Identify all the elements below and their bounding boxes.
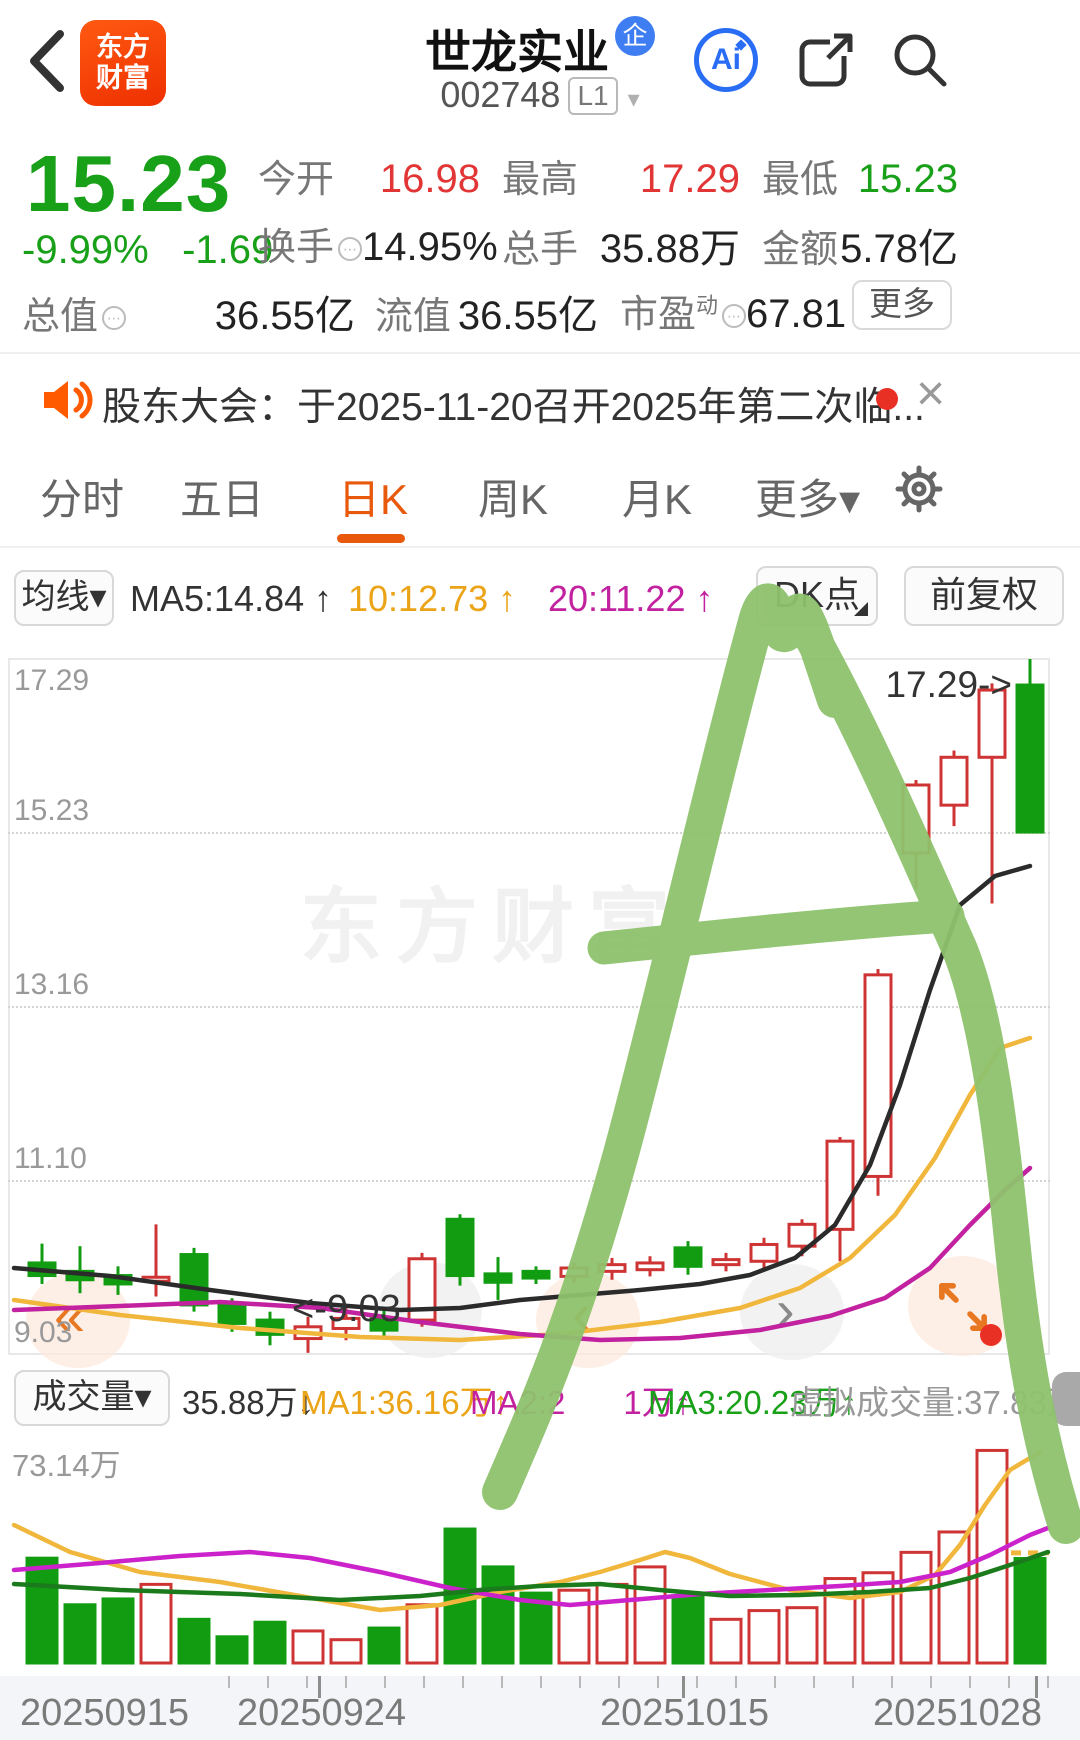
stat-value: 16.98	[379, 157, 480, 201]
info-icon: ⋯	[102, 306, 127, 330]
close-icon[interactable]: ×	[916, 365, 946, 421]
y-axis-label: 15.23	[14, 794, 90, 827]
stat-total-hands: 总手 35.88万	[502, 216, 740, 274]
info-icon: ⋯	[722, 304, 747, 328]
scroll-fast-back-icon[interactable]: «	[54, 1284, 86, 1347]
stat-value: 36.55亿	[457, 294, 598, 338]
stock-code: 002748	[440, 74, 561, 115]
enterprise-badge[interactable]: 企	[615, 16, 655, 56]
stock-title: 世龙实业	[425, 26, 609, 78]
stat-value: 67.81	[746, 292, 847, 336]
stat-float-cap: 流值 36.55亿	[375, 283, 598, 341]
y-axis-label: 17.29	[14, 664, 90, 697]
stock-code-line[interactable]: 002748 L1 ▾	[0, 74, 1080, 116]
ai-assistant-icon[interactable]: Ai	[694, 28, 758, 92]
gear-icon[interactable]	[890, 460, 948, 518]
announcement-text: 股东大会：于2025-11-20召开2025年第二次临...	[102, 386, 925, 429]
info-icon: ⋯	[338, 237, 363, 261]
speaker-icon	[44, 381, 93, 419]
stat-label: 最低	[762, 159, 839, 201]
change-value: -1.69	[182, 228, 274, 272]
logo-text-bottom: 财富	[96, 63, 150, 93]
stat-turnover[interactable]: 换手 ⋯ 14.95%	[258, 216, 498, 274]
price-change: -9.99% -1.69	[22, 228, 273, 273]
chevron-down-icon: ▾	[627, 86, 640, 113]
volume-selector-button[interactable]: 成交量▾	[14, 1370, 170, 1426]
stat-value: 14.95%	[362, 225, 498, 269]
stat-label: 金额	[762, 229, 839, 271]
change-percent: -9.99%	[22, 228, 149, 272]
active-tab-underline	[337, 534, 405, 543]
stat-value: 36.55亿	[214, 294, 355, 338]
watermark-bubble	[26, 1272, 130, 1368]
stat-label: 换手	[258, 227, 335, 269]
more-stats-button[interactable]: 更多	[852, 280, 952, 330]
stat-value: 17.29	[639, 157, 740, 201]
up-arrow-icon: ↑	[314, 578, 333, 619]
side-handle[interactable]	[1052, 1372, 1080, 1426]
major-tick	[1035, 1676, 1038, 1698]
stat-value: 5.78亿	[840, 227, 958, 271]
period-high-annotation: 17.29->	[885, 664, 1012, 705]
search-icon[interactable]	[888, 28, 952, 92]
volume-y-max-label: 73.14万	[12, 1448, 121, 1483]
unread-dot	[876, 388, 898, 410]
tab-weekly-k[interactable]: 周K	[478, 476, 549, 523]
stat-label: 总手	[502, 229, 579, 271]
stat-label: 市盈	[620, 294, 697, 336]
ai-label: Ai	[711, 43, 741, 76]
tab-5day[interactable]: 五日	[180, 476, 265, 523]
quote-section: 15.23 -9.99% -1.69 今开 16.98 最高 17.29 最低 …	[0, 120, 1080, 352]
volume-header: 成交量▾ 35.88万↓ MA1:36.16万↑ MA2:2 1万↑ MA3:20…	[0, 1362, 1080, 1432]
stat-label: 今开	[258, 159, 335, 201]
stat-label: 总值	[22, 296, 99, 338]
tab-more[interactable]: 更多▾	[755, 476, 861, 523]
x-axis-label: 20251015	[600, 1692, 770, 1734]
stat-pe-ratio[interactable]: 市盈动 ⋯ 67.81	[620, 283, 846, 341]
logo-text-top: 东方	[96, 32, 150, 62]
stat-label: 最高	[502, 159, 579, 201]
stat-high: 最高 17.29	[502, 148, 740, 203]
header-bar: 东方 财富 世龙实业企 002748 L1 ▾ Ai	[0, 0, 1080, 120]
back-icon[interactable]	[22, 28, 72, 94]
level1-badge: L1	[568, 77, 618, 115]
y-axis-label: 9.03	[14, 1316, 73, 1349]
tab-daily-k[interactable]: 日K	[338, 476, 409, 523]
stat-market-cap[interactable]: 总值 ⋯ 36.55亿	[22, 283, 355, 341]
major-tick	[682, 1676, 685, 1698]
pe-dynamic-sup: 动	[696, 293, 719, 318]
ma-selector-button[interactable]: 均线▾	[14, 570, 114, 626]
share-icon[interactable]	[796, 30, 856, 90]
y-axis-label: 13.16	[14, 968, 90, 1001]
stat-label: 流值	[374, 296, 451, 338]
tab-monthly-k[interactable]: 月K	[622, 476, 693, 523]
current-price: 15.23	[26, 139, 232, 228]
announcement-bar[interactable]: 股东大会：于2025-11-20召开2025年第二次临... ×	[0, 352, 1080, 446]
y-axis-label: 11.10	[14, 1142, 87, 1175]
x-axis-label: 20250915	[20, 1692, 190, 1734]
minor-ticks	[228, 1676, 1052, 1688]
stat-open: 今开 16.98	[258, 148, 480, 203]
stat-low: 最低 15.23	[762, 148, 958, 203]
x-axis-label: 20251028	[873, 1692, 1043, 1734]
period-low-annotation: <-9.03	[292, 1288, 401, 1330]
stat-value: 35.88万	[599, 227, 740, 271]
eastmoney-logo[interactable]: 东方 财富	[80, 20, 166, 106]
stat-value: 15.23	[857, 157, 958, 201]
ma5-value: MA5:14.84 ↑	[130, 578, 333, 619]
major-tick	[318, 1676, 321, 1698]
virtual-volume: 虚拟成交量:37.83万	[790, 1384, 1080, 1421]
date-axis-band: 20250915 20250924 20251015 20251028	[0, 1676, 1080, 1740]
down-arrow-icon: ↓	[297, 1384, 315, 1421]
x-axis-label: 20250924	[237, 1692, 407, 1734]
stat-amount: 金额 5.78亿	[762, 216, 958, 274]
tab-minute[interactable]: 分时	[40, 476, 125, 523]
period-tabs: 分时 五日 日K 周K 月K 更多▾	[0, 442, 1080, 546]
volume-current: 35.88万↓	[182, 1384, 315, 1421]
